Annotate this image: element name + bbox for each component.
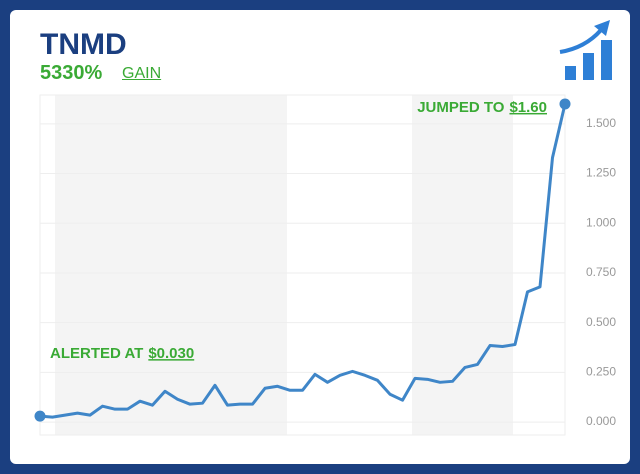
value-label: $0.030 — [148, 345, 194, 362]
y-tick-label: 0.500 — [586, 315, 616, 329]
value-label: $1.60 — [509, 99, 547, 116]
y-tick-label: 1.500 — [586, 116, 616, 130]
point — [34, 410, 46, 422]
annotation: JUMPED TO $1.60 — [417, 99, 547, 116]
y-tick-label: 0.750 — [586, 265, 616, 279]
plot-frame — [39, 94, 566, 436]
shade-band — [412, 95, 513, 435]
y-tick-label: 0.000 — [586, 414, 616, 428]
y-tick-label: 1.000 — [586, 215, 616, 229]
y-tick-label: 0.250 — [586, 365, 616, 379]
annotation-text: ALERTED AT — [50, 345, 143, 362]
line — [39, 103, 567, 419]
annotation-text: JUMPED TO — [417, 99, 505, 116]
y-tick-label: 1.250 — [586, 166, 616, 180]
icon — [559, 20, 612, 80]
point — [559, 98, 571, 110]
gain: 5330% — [40, 62, 103, 84]
annotation: ALERTED AT $0.030 — [50, 345, 194, 362]
ticker: TNMD — [40, 28, 127, 61]
gain-label: GAIN — [122, 65, 162, 82]
shade-band — [55, 95, 287, 435]
